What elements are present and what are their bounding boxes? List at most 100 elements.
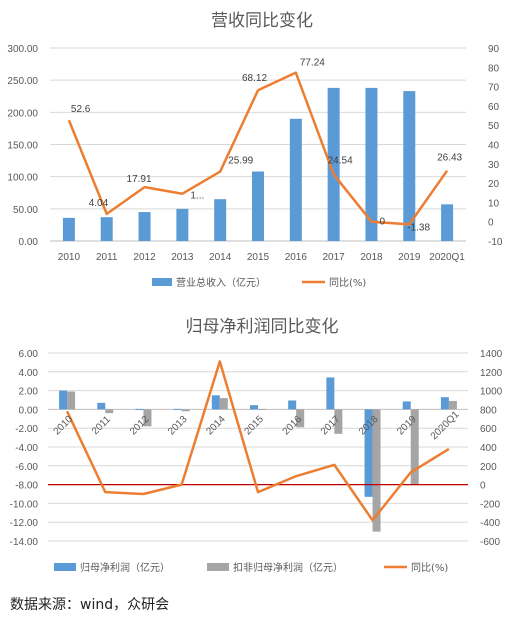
chart1-legend: 营业总收入（亿元） 同比(%) bbox=[152, 276, 366, 289]
y-tick-label: 4.00 bbox=[19, 368, 39, 379]
deducted-net-profit-bar bbox=[143, 409, 152, 427]
net-profit-bar bbox=[250, 405, 258, 410]
net-profit-bar bbox=[97, 402, 106, 410]
y2-tick-label: -200 bbox=[480, 499, 500, 510]
y-tick-label: -6.00 bbox=[15, 462, 38, 473]
deducted-net-profit-bar bbox=[67, 391, 76, 410]
y-tick-label: 250.00 bbox=[7, 76, 38, 87]
net-profit-yoy-chart: 归母净利润同比变化 6.00 4.00 2.00 0.00 -2.00 -4.00 -6.0… bbox=[10, 317, 503, 574]
x-tick-label: 2016 bbox=[285, 252, 308, 263]
y2-tick-label: 90 bbox=[488, 44, 500, 55]
legend-label-deducted-net-profit: 扣非归母净利润（亿元） bbox=[233, 561, 343, 574]
y-tick-label: 0.00 bbox=[19, 405, 39, 416]
y-tick-label: 6.00 bbox=[19, 349, 39, 360]
deducted-net-profit-bar bbox=[334, 409, 343, 434]
y-tick-label: -2.00 bbox=[15, 424, 38, 435]
y2-tick-label: 0 bbox=[480, 481, 486, 492]
x-tick-label: 2015 bbox=[247, 252, 270, 263]
net-profit-bar bbox=[288, 400, 297, 410]
legend-label-net-profit: 归母净利润（亿元） bbox=[80, 561, 170, 574]
yoy-data-label: 0 bbox=[379, 217, 385, 228]
y2-tick-label: 60 bbox=[488, 102, 500, 113]
revenue-bar bbox=[327, 87, 340, 242]
net-profit-bar bbox=[326, 377, 335, 410]
x-tick-label: 2011 bbox=[96, 252, 118, 263]
x-tick-label: 2013 bbox=[171, 252, 194, 263]
x-tick-label: 2010 bbox=[58, 252, 81, 263]
y-tick-label: -4.00 bbox=[15, 443, 38, 454]
legend-swatch-net-profit bbox=[54, 563, 76, 571]
yoy-data-label: 26.43 bbox=[437, 153, 462, 164]
y-tick-label: 300.00 bbox=[7, 44, 38, 55]
deducted-net-profit-bar bbox=[219, 398, 228, 410]
y2-tick-label: 0 bbox=[488, 218, 494, 229]
y2-tick-label: 1400 bbox=[480, 349, 503, 360]
revenue-yoy-chart: 营收同比变化 0.00 50.00 100.00 150.00 200.00 250.00… bbox=[7, 11, 503, 289]
x-tick-label: 2020Q1 bbox=[429, 409, 462, 442]
y2-tick-label: 30 bbox=[488, 160, 500, 171]
yoy-data-label: 77.24 bbox=[300, 58, 325, 69]
yoy-data-label: -1.38 bbox=[407, 222, 430, 233]
revenue-bar bbox=[289, 118, 302, 241]
x-tick-label: 2017 bbox=[323, 252, 346, 263]
y2-tick-label: -600 bbox=[480, 537, 500, 548]
deducted-net-profit-bar bbox=[181, 409, 190, 412]
chart2-legend: 归母净利润（亿元） 扣非归母净利润（亿元） 同比(%) bbox=[54, 561, 448, 574]
revenue-bar bbox=[403, 91, 416, 241]
y-tick-label: -12.00 bbox=[10, 518, 39, 529]
x-tick-label: 2014 bbox=[209, 252, 232, 263]
deducted-net-profit-bar bbox=[448, 400, 457, 410]
y2-tick-label: 400 bbox=[480, 443, 497, 454]
chart1-title: 营收同比变化 bbox=[211, 11, 313, 31]
revenue-bar bbox=[441, 204, 454, 241]
y2-tick-label: 1200 bbox=[480, 368, 503, 379]
y2-tick-label: 800 bbox=[480, 405, 497, 416]
y2-tick-label: 80 bbox=[488, 63, 500, 74]
y-tick-label: 150.00 bbox=[7, 141, 38, 152]
revenue-bar bbox=[62, 217, 75, 241]
revenue-bar bbox=[214, 199, 227, 241]
net-profit-bar bbox=[59, 390, 68, 410]
x-tick-label: 2013 bbox=[166, 414, 190, 438]
x-tick-label: 2018 bbox=[360, 252, 383, 263]
x-tick-label: 2011 bbox=[90, 414, 113, 437]
data-source-note: 数据来源：wind，众研会 bbox=[10, 597, 170, 613]
revenue-bar bbox=[100, 217, 113, 241]
legend-label-net-yoy: 同比(%) bbox=[411, 562, 448, 574]
y2-tick-label: 40 bbox=[488, 141, 500, 152]
net-profit-bar bbox=[402, 401, 411, 410]
x-tick-label: 2015 bbox=[242, 414, 266, 438]
deducted-net-profit-bar bbox=[296, 409, 305, 428]
legend-swatch-deducted-net-profit bbox=[207, 563, 229, 571]
y2-tick-label: -10 bbox=[488, 237, 503, 248]
yoy-data-label: 24.54 bbox=[328, 155, 353, 166]
net-yoy-line bbox=[65, 360, 450, 522]
revenue-bar bbox=[138, 212, 151, 241]
y-tick-label: -10.00 bbox=[10, 499, 39, 510]
y-tick-label: 2.00 bbox=[19, 387, 39, 398]
y2-tick-label: -400 bbox=[480, 518, 500, 529]
legend-swatch-revenue bbox=[152, 278, 172, 286]
y-tick-label: 0.00 bbox=[19, 237, 39, 248]
deducted-net-profit-bar bbox=[372, 409, 381, 532]
net-profit-bar bbox=[211, 395, 220, 410]
net-profit-bar bbox=[135, 408, 144, 410]
y-tick-label: 50.00 bbox=[13, 205, 38, 216]
revenue-bar bbox=[365, 87, 378, 242]
y2-tick-label: 10 bbox=[488, 198, 500, 209]
yoy-data-label: 68.12 bbox=[242, 73, 267, 84]
yoy-data-label: 4.04 bbox=[89, 198, 109, 209]
revenue-bar bbox=[176, 208, 189, 241]
legend-label-yoy: 同比(%) bbox=[329, 277, 366, 289]
x-tick-label: 2012 bbox=[133, 252, 156, 263]
y2-tick-label: 20 bbox=[488, 179, 500, 190]
x-tick-label: 2010 bbox=[52, 414, 76, 438]
x-tick-label: 2014 bbox=[204, 414, 228, 438]
y-tick-label: 200.00 bbox=[7, 108, 38, 119]
y2-tick-label: 600 bbox=[480, 424, 497, 435]
deducted-net-profit-bar bbox=[258, 408, 266, 410]
yoy-data-label: 1... bbox=[190, 191, 204, 202]
legend-label-revenue: 营业总收入（亿元） bbox=[176, 276, 266, 289]
y2-tick-label: 1000 bbox=[480, 387, 503, 398]
